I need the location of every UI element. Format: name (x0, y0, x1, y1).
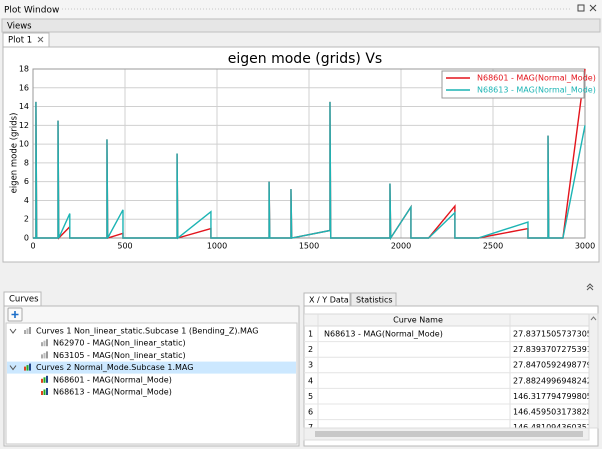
y-tick-label: 12 (19, 121, 29, 130)
expander[interactable] (9, 365, 17, 371)
tab-close[interactable] (37, 36, 44, 43)
x-tick-label: 2000 (391, 242, 411, 251)
legend-label: N68613 - MAG(Normal_Mode) (477, 86, 596, 95)
window-title: Plot Window (4, 6, 59, 16)
curve-icon (43, 340, 46, 347)
curve-tree (5, 322, 298, 445)
tree-group[interactable]: Curves 2 Normal_Mode.Subcase 1.MAG (36, 363, 193, 372)
row-index: 7 (308, 423, 313, 432)
add-icon[interactable] (11, 311, 19, 318)
restore-button[interactable] (577, 4, 585, 12)
data-panel (303, 305, 599, 447)
curve-icon (26, 365, 29, 371)
y-tick-label: 2 (24, 215, 29, 224)
cell-value: 27.8393707275391 (513, 345, 592, 354)
y-tick-label: 4 (24, 196, 29, 205)
data-tab-label[interactable]: X / Y Data (309, 296, 349, 305)
curve-icon (24, 366, 26, 371)
curve-icon (43, 377, 46, 383)
curve-icon (29, 363, 31, 371)
cell-value: 146.481094360352 (513, 423, 592, 432)
curve-icon (46, 351, 48, 359)
curve-icon (46, 388, 48, 395)
y-tick-label: 14 (19, 102, 29, 111)
legend (441, 70, 585, 99)
cell-value: 146.459503173828 (513, 408, 592, 417)
cell-value: 27.8371505737305 (513, 330, 592, 339)
curve-icon (26, 328, 29, 334)
plot-tab-label[interactable]: Plot 1 (8, 36, 32, 46)
views-tab[interactable]: Views (7, 22, 32, 32)
cell-value: 27.8824996948242 (513, 376, 592, 385)
row-index: 2 (308, 345, 313, 354)
curve-icon (46, 339, 48, 347)
table-header (304, 313, 589, 327)
expander[interactable] (9, 328, 17, 334)
cell-name: N68613 - MAG(Normal_Mode) (324, 330, 443, 339)
y-tick-label: 0 (24, 234, 29, 243)
h-scroll-thumb[interactable] (315, 431, 583, 437)
column-header: Curve Name (393, 316, 443, 325)
row-index: 5 (308, 392, 313, 401)
row-index: 4 (308, 376, 313, 385)
x-tick-label: 1500 (299, 242, 319, 251)
chart-title: eigen mode (grids) Vs (228, 51, 382, 67)
v-scrollbar[interactable] (588, 313, 599, 429)
y-tick-label: 16 (19, 83, 29, 92)
curve-icon (41, 378, 43, 383)
curve-icon (41, 391, 43, 395)
y-tick-label: 6 (24, 177, 29, 186)
curve-icon (43, 352, 46, 359)
row-index: 3 (308, 361, 313, 370)
tree-item[interactable]: N63105 - MAG(Non_linear_static) (53, 351, 186, 360)
tree-item[interactable]: N68601 - MAG(Normal_Mode) (53, 375, 172, 384)
scroll-up[interactable] (590, 316, 597, 321)
data-tab-label[interactable]: Statistics (356, 296, 393, 305)
x-tick-label: 1000 (207, 242, 227, 251)
views-bar (1, 18, 601, 33)
curve-icon (41, 354, 43, 359)
row-index: 6 (308, 408, 313, 417)
tree-group[interactable]: Curves 1 Non_linear_static.Subcase 1 (Be… (36, 327, 258, 336)
tree-items: Curves 1 Non_linear_static.Subcase 1 (Be… (7, 327, 296, 397)
curves-tab-label[interactable]: Curves (9, 295, 39, 305)
collapse-button[interactable] (586, 283, 594, 291)
tree-item[interactable]: N68613 - MAG(Normal_Mode) (53, 388, 172, 397)
title-bar (0, 0, 602, 18)
series-line (33, 101, 586, 241)
tree-item[interactable]: N62970 - MAG(Non_linear_static) (53, 339, 186, 348)
x-tick-label: 0 (30, 242, 35, 251)
curve-icon (43, 389, 46, 395)
data-tab[interactable] (350, 292, 397, 307)
plot-frame (32, 68, 586, 239)
data-table: Curve Name 1 N68613 - MAG(Normal_Mode) 27.8… (304, 313, 592, 432)
plot-area: 0 2 4 6 8 10 12 14 16 18 0 500 1000 1500 2000 2500 3000 N… (19, 65, 596, 251)
x-tick-label: 2500 (483, 242, 503, 251)
curve-icon (24, 330, 26, 334)
close-button[interactable] (589, 4, 597, 12)
legend-label: N68601 - MAG(Normal_Mode) (477, 74, 596, 83)
y-tick-label: 18 (19, 65, 29, 74)
x-tick-label: 3000 (575, 242, 595, 251)
curve-icon (41, 342, 43, 347)
data-tabs: X / Y Data Statistics (303, 292, 397, 307)
y-tick-label: 10 (19, 140, 29, 149)
y-tick-label: 8 (24, 158, 29, 167)
x-tick-label: 500 (117, 242, 132, 251)
row-index: 1 (308, 330, 313, 339)
curve-icon (29, 327, 31, 334)
cell-value: 27.8470592498779 (513, 361, 592, 370)
data-tab[interactable] (303, 292, 351, 307)
cell-value: 146.317794799805 (513, 392, 592, 401)
tab-strip (2, 33, 600, 47)
y-axis-label: eigen mode (grids) (10, 113, 20, 194)
curve-icon (46, 375, 48, 383)
selection (7, 361, 296, 374)
